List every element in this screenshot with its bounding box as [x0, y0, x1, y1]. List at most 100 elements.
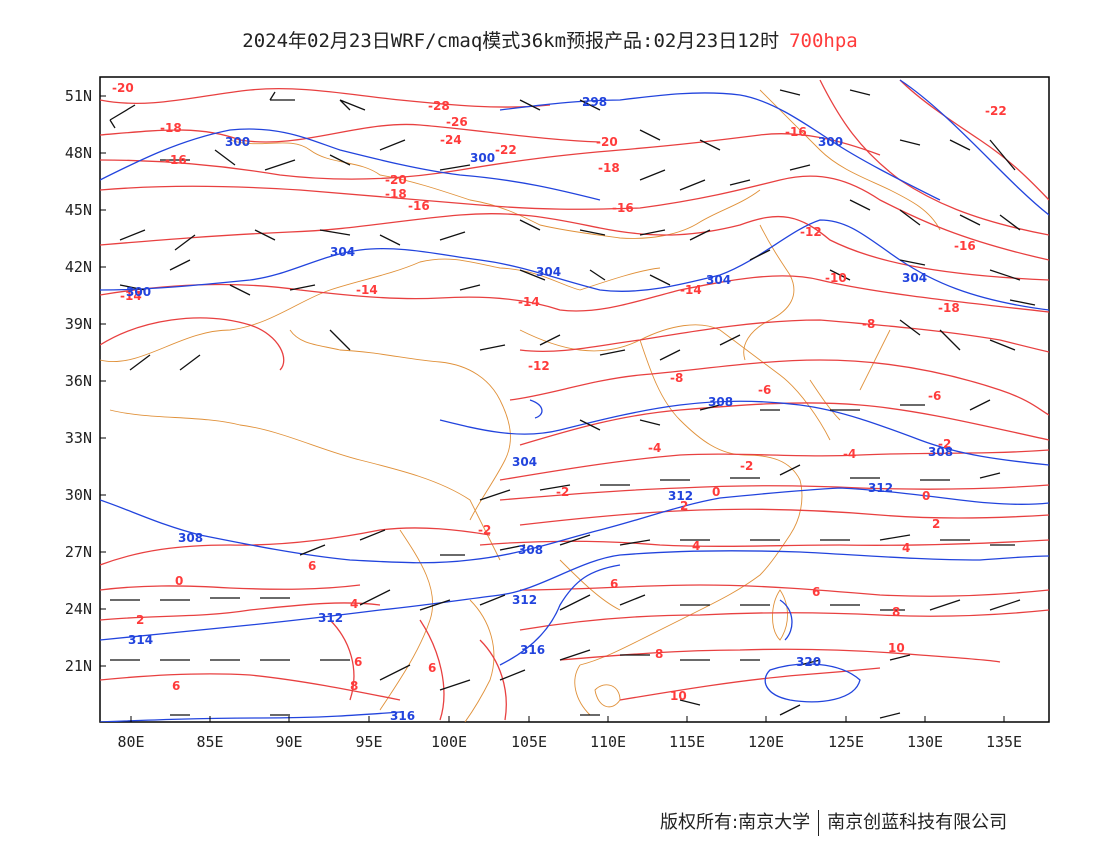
temp-label: -18 — [938, 301, 960, 315]
temp-label: -2 — [938, 437, 951, 451]
lon-label: 125E — [828, 733, 864, 751]
temp-label: 6 — [610, 577, 618, 591]
height-label: 308 — [928, 445, 953, 459]
height-label: 320 — [796, 655, 821, 669]
temp-label: -2 — [740, 459, 753, 473]
height-label: 300 — [225, 135, 250, 149]
temp-label: 10 — [670, 689, 687, 703]
temp-label: -4 — [648, 441, 661, 455]
lat-label: 30N — [65, 486, 92, 504]
temp-label: -14 — [356, 283, 378, 297]
lon-label: 110E — [590, 733, 626, 751]
temp-label: -10 — [825, 271, 847, 285]
temp-label: -16 — [165, 153, 187, 167]
lat-label: 33N — [65, 429, 92, 447]
height-label: 304 — [330, 245, 355, 259]
height-label: 312 — [318, 611, 343, 625]
temp-label: 2 — [680, 499, 688, 513]
lat-label: 21N — [65, 657, 92, 675]
boundary-lines — [100, 89, 941, 722]
temperature-labels: -20 -18 -28 -26 -24 -22 -20 -18 -16 -16 … — [112, 81, 1007, 703]
temp-label: 0 — [175, 574, 183, 588]
temp-label: -8 — [862, 317, 875, 331]
copyright-company: 南京创蓝科技有限公司 — [827, 812, 1008, 833]
height-label: 300 — [470, 151, 495, 165]
temp-label: -8 — [670, 371, 683, 385]
temp-label: 6 — [354, 655, 362, 669]
temp-label: -26 — [446, 115, 468, 129]
title-main: 2024年02月23日WRF/cmaq模式36km预报产品:02月23日12时 — [242, 30, 780, 52]
temp-label: 6 — [428, 661, 436, 675]
temp-label: 6 — [308, 559, 316, 573]
lon-label: 95E — [355, 733, 382, 751]
wind-barbs — [109, 89, 1036, 719]
temp-label: -12 — [800, 225, 822, 239]
latitude-labels: 51N 48N 45N 42N 39N 36N 33N 30N 27N 24N … — [65, 87, 92, 675]
lon-label: 130E — [907, 733, 943, 751]
copyright-footer: 版权所有:南京大学 南京创蓝科技有限公司 — [660, 808, 1007, 836]
height-label: 304 — [536, 265, 561, 279]
chart-title: 2024年02月23日WRF/cmaq模式36km预报产品:02月23日12时 7… — [0, 26, 1100, 53]
lon-label: 120E — [748, 733, 784, 751]
height-label: 308 — [708, 395, 733, 409]
temp-label: -14 — [680, 283, 702, 297]
temp-label: -4 — [843, 447, 856, 461]
lon-label: 105E — [511, 733, 547, 751]
temp-label: -14 — [120, 289, 142, 303]
latitude-axis — [100, 95, 106, 667]
temp-label: -28 — [428, 99, 450, 113]
temp-label: 4 — [902, 541, 910, 555]
height-label: 316 — [520, 643, 545, 657]
temp-label: -18 — [160, 121, 182, 135]
height-label: 314 — [128, 633, 153, 647]
height-contours — [100, 79, 1049, 722]
height-label: 316 — [390, 709, 415, 723]
lat-label: 27N — [65, 543, 92, 561]
height-label: 300 — [818, 135, 843, 149]
height-label: 304 — [512, 455, 537, 469]
lat-label: 36N — [65, 372, 92, 390]
copyright-owner: 版权所有:南京大学 — [660, 812, 811, 833]
temp-label: 8 — [892, 605, 900, 619]
temp-label: -6 — [758, 383, 771, 397]
lon-label: 85E — [196, 733, 223, 751]
lon-label: 100E — [431, 733, 467, 751]
temp-label: 2 — [932, 517, 940, 531]
lon-label: 90E — [275, 733, 302, 751]
height-label: 312 — [668, 489, 693, 503]
footer-divider — [818, 810, 820, 836]
temp-label: -16 — [612, 201, 634, 215]
temp-label: 2 — [136, 613, 144, 627]
temp-label: -22 — [495, 143, 517, 157]
temp-label: -2 — [556, 485, 569, 499]
temp-label: -6 — [928, 389, 941, 403]
lat-label: 39N — [65, 315, 92, 333]
plot-area — [99, 76, 1050, 723]
height-labels: 300 300 298 300 304 304 304 304 304 308 … — [126, 95, 953, 723]
height-label: 298 — [582, 95, 607, 109]
lon-label: 80E — [117, 733, 144, 751]
height-label: 312 — [868, 481, 893, 495]
temp-label: -16 — [785, 125, 807, 139]
temp-label: 8 — [655, 647, 663, 661]
longitude-axis — [130, 716, 1005, 722]
temp-label: 0 — [712, 485, 720, 499]
lat-label: 45N — [65, 201, 92, 219]
lat-label: 48N — [65, 144, 92, 162]
height-label: 308 — [178, 531, 203, 545]
temp-label: -16 — [954, 239, 976, 253]
lon-label: 115E — [669, 733, 705, 751]
temp-label: 0 — [922, 489, 930, 503]
temp-label: 4 — [692, 539, 700, 553]
height-label: 304 — [902, 271, 927, 285]
temp-label: -14 — [518, 295, 540, 309]
height-label: 308 — [518, 543, 543, 557]
title-level: 700hpa — [789, 30, 858, 52]
temp-label: 6 — [172, 679, 180, 693]
temp-label: -20 — [385, 173, 407, 187]
height-label: 312 — [512, 593, 537, 607]
temp-label: -16 — [408, 199, 430, 213]
longitude-labels: 80E 85E 90E 95E 100E 105E 110E 115E 120E… — [117, 733, 1022, 751]
lat-label: 42N — [65, 258, 92, 276]
temp-label: -18 — [385, 187, 407, 201]
